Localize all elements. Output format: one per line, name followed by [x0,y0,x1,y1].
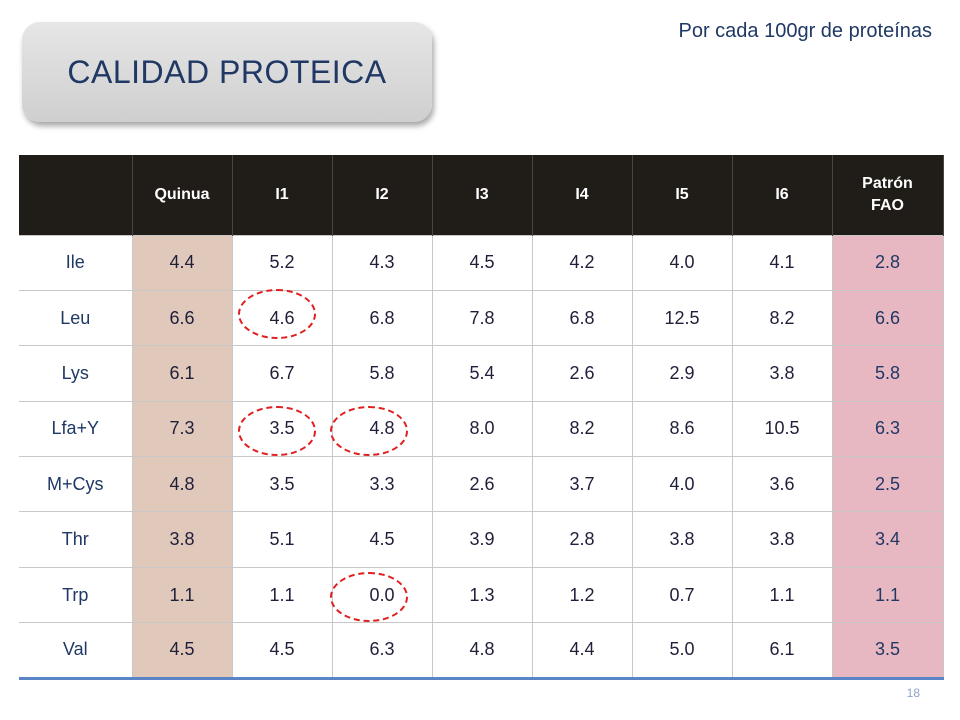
fao-value-cell: 6.3 [832,400,944,457]
page-number: 18 [906,686,920,700]
fao-value-cell: 3.4 [832,511,944,568]
quinua-value-cell: 4.5 [132,622,233,680]
header-cell-quinua: Quinua [132,155,233,235]
fao-value-cell: 2.5 [832,456,944,512]
table-body: Ile 4.4 5.2 4.3 4.5 4.2 4.0 4.1 2.8 Leu 6.6 4.6 6.8 7… [19,234,944,680]
quinua-value-cell: 6.6 [132,289,233,346]
quinua-value-cell: 1.1 [132,566,233,623]
quinua-value-cell: 4.8 [132,456,233,512]
row-label-cell: Ile [19,234,133,291]
table-row: Ile 4.4 5.2 4.3 4.5 4.2 4.0 4.1 2.8 [19,234,944,291]
value-cell: 3.8 [632,511,733,568]
value-cell: 5.8 [332,345,433,402]
header-cell-fao-text: Patrón FAO [862,174,913,214]
value-cell: 8.2 [532,400,633,457]
header-cell-i6: I6 [732,155,833,235]
value-cell: 2.9 [632,345,733,402]
value-cell: 3.8 [732,345,833,402]
table-row: Trp 1.1 1.1 0.0 1.3 1.2 0.7 1.1 1.1 [19,566,944,623]
value-cell: 2.8 [532,511,633,568]
quinua-value-cell: 6.1 [132,345,233,402]
row-label-cell: Thr [19,511,133,568]
row-label-cell: Val [19,622,133,680]
value-cell: 1.1 [232,566,333,623]
value-cell: 1.2 [532,566,633,623]
value-cell: 2.6 [532,345,633,402]
value-cell: 4.0 [632,456,733,512]
row-label-cell: Lfa+Y [19,400,133,457]
header-cell-i3: I3 [432,155,533,235]
value-cell: 6.8 [532,289,633,346]
fao-value-cell: 2.8 [832,234,944,291]
value-cell: 3.6 [732,456,833,512]
row-label-cell: Trp [19,566,133,623]
value-cell: 6.8 [332,289,433,346]
value-cell: 6.7 [232,345,333,402]
value-cell: 4.0 [632,234,733,291]
value-cell: 12.5 [632,289,733,346]
page-title: CALIDAD PROTEICA [67,53,387,90]
table-row: Lfa+Y 7.3 3.5 4.8 8.0 8.2 8.6 10.5 6.3 [19,400,944,457]
fao-value-cell: 3.5 [832,622,944,680]
row-label-cell: Leu [19,289,133,346]
value-cell: 4.1 [732,234,833,291]
value-cell: 8.0 [432,400,533,457]
title-box: CALIDAD PROTEICA [22,22,432,122]
protein-quality-table: Quinua I1 I2 I3 I4 I5 I6 Patrón FAO Ile 4… [19,155,944,680]
table-row: Leu 6.6 4.6 6.8 7.8 6.8 12.5 8.2 6.6 [19,289,944,346]
value-cell: 4.8 [432,622,533,680]
header-cell-i4: I4 [532,155,633,235]
value-cell: 0.7 [632,566,733,623]
highlight-circle-trp-i2 [330,572,408,622]
value-cell: 5.1 [232,511,333,568]
fao-value-cell: 5.8 [832,345,944,402]
subtitle: Por cada 100gr de proteínas [678,20,932,42]
header-cell-fao: Patrón FAO [832,155,944,235]
value-cell: 3.8 [732,511,833,568]
quinua-value-cell: 4.4 [132,234,233,291]
value-cell: 8.6 [632,400,733,457]
value-cell: 1.3 [432,566,533,623]
value-cell: 4.4 [532,622,633,680]
value-cell: 6.3 [332,622,433,680]
table-row: M+Cys 4.8 3.5 3.3 2.6 3.7 4.0 3.6 2.5 [19,456,944,512]
value-cell: 1.1 [732,566,833,623]
value-cell: 4.2 [532,234,633,291]
value-cell: 5.4 [432,345,533,402]
highlight-circle-lfay-i1 [238,406,316,456]
value-cell: 2.6 [432,456,533,512]
value-cell: 7.8 [432,289,533,346]
row-label-cell: M+Cys [19,456,133,512]
value-cell: 6.1 [732,622,833,680]
highlight-circle-lfay-i2 [330,406,408,456]
table-row: Thr 3.8 5.1 4.5 3.9 2.8 3.8 3.8 3.4 [19,511,944,568]
header-cell-i2: I2 [332,155,433,235]
table-header-row: Quinua I1 I2 I3 I4 I5 I6 Patrón FAO [19,155,944,235]
value-cell: 8.2 [732,289,833,346]
header-cell-corner [19,155,133,235]
value-cell: 4.5 [232,622,333,680]
value-cell: 5.2 [232,234,333,291]
value-cell: 4.5 [332,511,433,568]
highlight-circle-leu-i1 [238,289,316,339]
value-cell: 10.5 [732,400,833,457]
header-cell-i1: I1 [232,155,333,235]
table-row: Lys 6.1 6.7 5.8 5.4 2.6 2.9 3.8 5.8 [19,345,944,402]
value-cell: 4.3 [332,234,433,291]
fao-value-cell: 1.1 [832,566,944,623]
quinua-value-cell: 3.8 [132,511,233,568]
value-cell: 4.5 [432,234,533,291]
value-cell: 3.3 [332,456,433,512]
header-cell-i5: I5 [632,155,733,235]
value-cell: 3.9 [432,511,533,568]
value-cell: 3.7 [532,456,633,512]
table-row: Val 4.5 4.5 6.3 4.8 4.4 5.0 6.1 3.5 [19,622,944,680]
quinua-value-cell: 7.3 [132,400,233,457]
value-cell: 3.5 [232,456,333,512]
row-label-cell: Lys [19,345,133,402]
fao-value-cell: 6.6 [832,289,944,346]
value-cell: 5.0 [632,622,733,680]
